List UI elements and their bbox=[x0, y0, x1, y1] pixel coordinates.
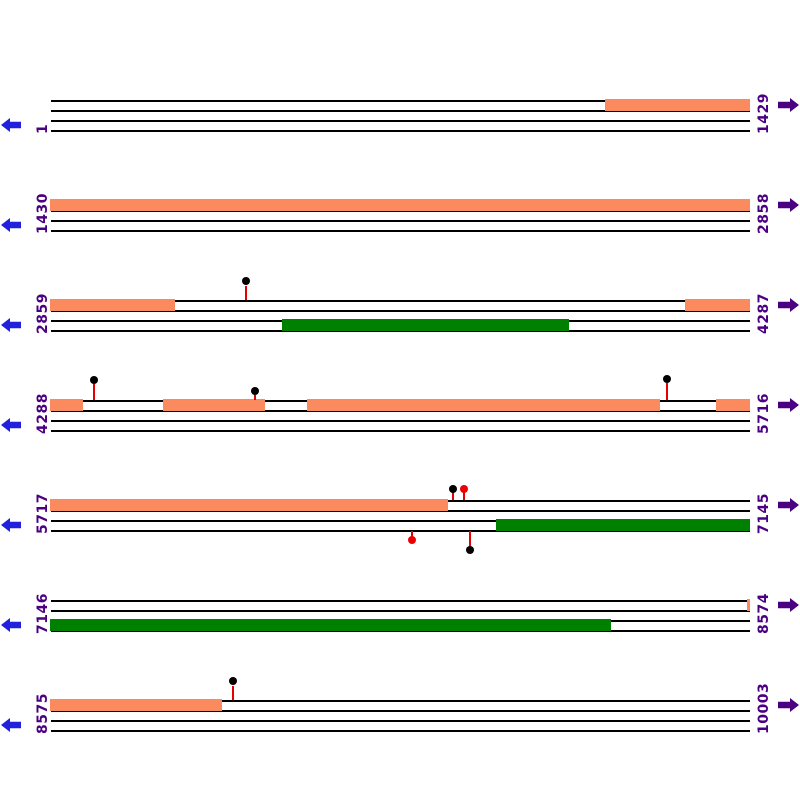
sequence-line bbox=[51, 530, 750, 532]
sequence-line bbox=[51, 510, 750, 512]
left-arrow-icon bbox=[1, 617, 22, 637]
sequence-line bbox=[51, 520, 750, 522]
marker-dot-black bbox=[449, 485, 457, 493]
sequence-line bbox=[51, 230, 750, 232]
marker-stem bbox=[254, 395, 256, 400]
right-arrow-icon bbox=[778, 97, 799, 117]
track-end-label: 8574 bbox=[756, 593, 772, 634]
marker-stem bbox=[411, 531, 413, 537]
right-arrow-icon bbox=[778, 197, 799, 217]
track-start-label: 4288 bbox=[35, 393, 51, 434]
track-start-label: 7146 bbox=[35, 593, 51, 634]
track-end-label: 7145 bbox=[756, 493, 772, 534]
marker-dot-red bbox=[460, 485, 468, 493]
sequence-line bbox=[51, 720, 750, 722]
marker-dot-black bbox=[251, 387, 259, 395]
track-start-label: 2859 bbox=[35, 293, 51, 334]
feature-bar-orange bbox=[716, 399, 750, 411]
sequence-line bbox=[51, 730, 750, 732]
left-arrow-icon bbox=[1, 417, 22, 437]
sequence-line bbox=[51, 420, 750, 422]
feature-bar-orange bbox=[307, 399, 660, 411]
feature-bar-green bbox=[496, 519, 750, 531]
marker-dot-black bbox=[90, 376, 98, 384]
feature-bar-green bbox=[50, 619, 611, 631]
sequence-line bbox=[51, 630, 750, 632]
track-end-label: 1429 bbox=[756, 93, 772, 134]
marker-dot-black bbox=[466, 546, 474, 554]
sequence-line bbox=[51, 330, 750, 332]
track-end-label: 10003 bbox=[756, 682, 772, 734]
feature-bar-orange bbox=[747, 599, 750, 611]
track-start-label: 8575 bbox=[35, 693, 51, 734]
track-end-label: 4287 bbox=[756, 293, 772, 334]
track-start-label: 5717 bbox=[35, 493, 51, 534]
track-end-label: 2858 bbox=[756, 193, 772, 234]
sequence-line bbox=[51, 430, 750, 432]
sequence-line bbox=[51, 700, 750, 702]
left-arrow-icon bbox=[1, 717, 22, 737]
sequence-line bbox=[51, 400, 750, 402]
marker-dot-black bbox=[229, 677, 237, 685]
marker-dot-black bbox=[663, 375, 671, 383]
right-arrow-icon bbox=[778, 597, 799, 617]
sequence-line bbox=[51, 620, 750, 622]
marker-stem bbox=[232, 686, 234, 700]
marker-stem bbox=[463, 492, 465, 500]
sequence-line bbox=[51, 220, 750, 222]
sequence-line bbox=[51, 600, 750, 602]
marker-stem bbox=[245, 286, 247, 300]
feature-bar-orange bbox=[605, 99, 750, 111]
feature-bar-orange bbox=[163, 399, 265, 411]
feature-bar-orange bbox=[50, 499, 448, 511]
left-arrow-icon bbox=[1, 217, 22, 237]
marker-dot-black bbox=[242, 277, 250, 285]
right-arrow-icon bbox=[778, 297, 799, 317]
sequence-line bbox=[51, 310, 750, 312]
sequence-line bbox=[51, 320, 750, 322]
right-arrow-icon bbox=[778, 397, 799, 417]
feature-bar-green bbox=[282, 319, 569, 331]
sequence-line bbox=[51, 710, 750, 712]
track-start-label: 1 bbox=[35, 123, 51, 134]
sequence-line bbox=[51, 210, 750, 212]
sequence-line bbox=[51, 300, 750, 302]
feature-bar-orange bbox=[50, 699, 222, 711]
marker-stem bbox=[93, 384, 95, 400]
left-arrow-icon bbox=[1, 317, 22, 337]
marker-stem bbox=[469, 531, 471, 547]
sequence-line bbox=[51, 410, 750, 412]
right-arrow-icon bbox=[778, 497, 799, 517]
sequence-line bbox=[51, 200, 750, 202]
sequence-line bbox=[51, 100, 750, 102]
track-end-label: 5716 bbox=[756, 393, 772, 434]
feature-bar-orange bbox=[50, 299, 175, 311]
feature-bar-orange bbox=[685, 299, 750, 311]
feature-bar-orange bbox=[50, 199, 750, 211]
marker-dot-red bbox=[408, 536, 416, 544]
sequence-line bbox=[51, 120, 750, 122]
marker-stem bbox=[452, 492, 454, 500]
left-arrow-icon bbox=[1, 517, 22, 537]
sequence-line bbox=[51, 500, 750, 502]
right-arrow-icon bbox=[778, 697, 799, 717]
track-start-label: 1430 bbox=[35, 193, 51, 234]
sequence-line bbox=[51, 610, 750, 612]
sequence-line bbox=[51, 130, 750, 132]
feature-bar-orange bbox=[50, 399, 83, 411]
left-arrow-icon bbox=[1, 117, 22, 137]
sequence-line bbox=[51, 110, 750, 112]
marker-stem bbox=[666, 383, 668, 400]
